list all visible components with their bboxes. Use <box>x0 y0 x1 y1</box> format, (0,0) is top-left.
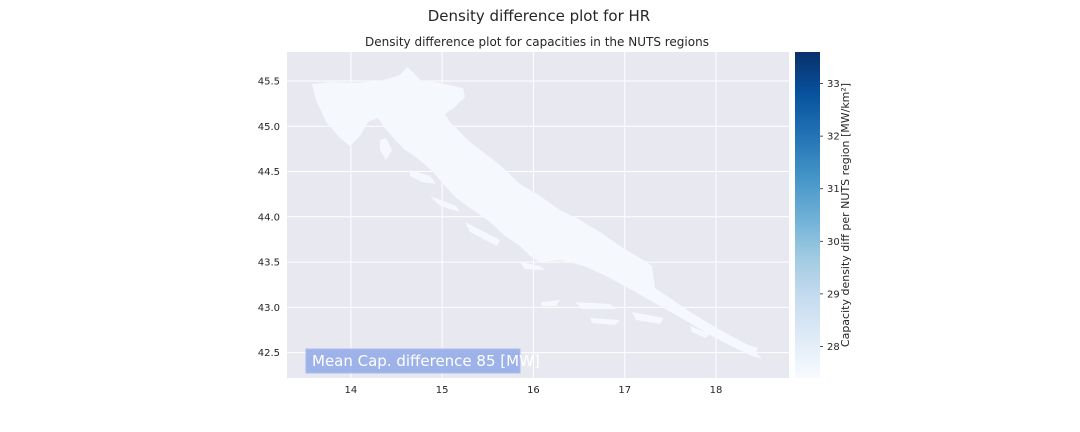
y-tick-label: 43.5 <box>258 258 280 269</box>
x-tick-label: 16 <box>527 385 540 396</box>
region-island <box>382 110 395 125</box>
x-tick-label: 14 <box>345 385 358 396</box>
colorbar-tick-label: 29 <box>827 289 840 300</box>
y-tick-label: 45.0 <box>258 122 280 133</box>
annotation-box: Mean Cap. difference 85 [MW] <box>305 348 540 374</box>
colorbar-tick-label: 32 <box>827 132 840 143</box>
colorbar-tick-label: 28 <box>827 342 840 353</box>
region-island <box>520 262 545 270</box>
chart-title: Density difference plot for HR <box>428 7 650 25</box>
region-island <box>632 312 664 324</box>
colorbar-label: Capacity density diff per NUTS region [M… <box>839 83 852 347</box>
region-island <box>590 318 620 325</box>
region-island <box>575 302 616 309</box>
annotation-background <box>305 348 521 374</box>
x-tick-label: 17 <box>618 385 631 396</box>
x-tick-label: 15 <box>436 385 449 396</box>
region-island <box>396 116 410 132</box>
colorbar-gradient <box>795 52 820 378</box>
region-island <box>410 170 436 184</box>
x-tick-label: 18 <box>710 385 723 396</box>
chart-subtitle: Density difference plot for capacities i… <box>365 35 709 49</box>
y-tick-label: 44.0 <box>258 212 280 223</box>
colorbar-tick-label: 30 <box>827 237 840 248</box>
y-tick-label: 43.0 <box>258 303 280 314</box>
region-mainland <box>312 67 762 359</box>
colorbar-tick-label: 33 <box>827 79 840 90</box>
x-axis-ticks: 14 15 16 17 18 <box>345 385 723 396</box>
region-island <box>740 342 758 352</box>
y-tick-label: 44.5 <box>258 167 280 178</box>
colorbar-ticks: 28 29 30 31 32 33 <box>820 79 840 353</box>
region-island <box>465 222 500 246</box>
colorbar-tick-label: 31 <box>827 184 840 195</box>
region-island <box>430 196 460 212</box>
y-tick-label: 42.5 <box>258 348 280 359</box>
region-map <box>312 67 762 359</box>
y-tick-label: 45.5 <box>258 76 280 87</box>
colorbar: 28 29 30 31 32 33 Capacity density diff per N… <box>795 52 852 378</box>
annotation-text: Mean Cap. difference 85 [MW] <box>312 352 540 370</box>
y-axis-ticks: 42.5 43.0 43.5 44.0 44.5 45.0 45.5 <box>258 76 280 359</box>
region-island <box>541 300 560 306</box>
region-island <box>690 326 710 338</box>
region-island <box>380 138 392 160</box>
